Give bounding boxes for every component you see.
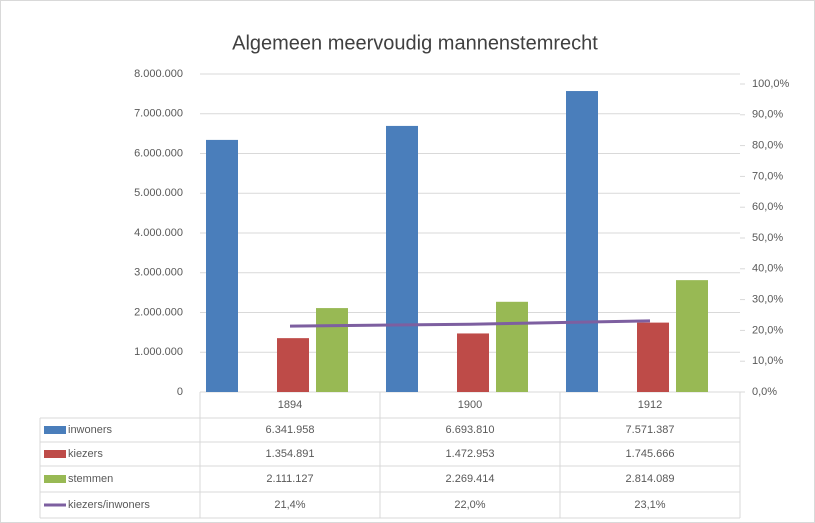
x-tick-label: 1912: [638, 399, 662, 411]
legend-label: inwoners: [68, 424, 113, 436]
legend-key: [44, 450, 66, 458]
y-tick-label: 4.000.000: [134, 227, 183, 239]
table-value: 23,1%: [634, 499, 665, 511]
bar: [496, 301, 528, 392]
y-tick-label: 6.000.000: [134, 147, 183, 159]
y2-tick-label: 50,0%: [752, 232, 783, 244]
bar: [566, 91, 598, 393]
y2-tick-label: 100,0%: [752, 78, 790, 90]
legend-label: stemmen: [68, 473, 113, 485]
y2-tick-label: 30,0%: [752, 294, 783, 306]
x-tick-label: 1900: [458, 399, 482, 411]
table-value: 1.354.891: [266, 448, 315, 460]
x-tick-label: 1894: [278, 399, 302, 411]
y2-tick-label: 0,0%: [752, 386, 777, 398]
bar: [206, 139, 238, 392]
y2-tick-label: 90,0%: [752, 109, 783, 121]
table-value: 1.745.666: [626, 448, 675, 460]
y2-tick-label: 70,0%: [752, 170, 783, 182]
table-value: 6.693.810: [446, 424, 495, 436]
legend-key: [44, 475, 66, 483]
y2-tick-label: 20,0%: [752, 324, 783, 336]
table-value: 7.571.387: [626, 424, 675, 436]
bar: [316, 308, 348, 392]
bar: [676, 280, 708, 392]
table-value: 2.111.127: [266, 473, 313, 485]
bar: [457, 333, 489, 392]
y-tick-label: 2.000.000: [134, 306, 183, 318]
bar: [386, 125, 418, 392]
table-value: 2.269.414: [446, 473, 495, 485]
table-value: 1.472.953: [446, 448, 495, 460]
y-tick-label: 3.000.000: [134, 267, 183, 279]
y2-tick-label: 10,0%: [752, 355, 783, 367]
y-tick-label: 1.000.000: [134, 346, 183, 358]
chart-title: Algemeen meervoudig mannenstemrecht: [232, 32, 598, 54]
legend-label: kiezers/inwoners: [68, 499, 150, 511]
line: [289, 319, 651, 328]
bar: [277, 338, 309, 392]
y-tick-label: 0: [177, 386, 183, 398]
table-value: 21,4%: [274, 499, 305, 511]
table-value: 22,0%: [454, 499, 485, 511]
y2-tick-label: 80,0%: [752, 140, 783, 152]
y-tick-label: 7.000.000: [134, 108, 183, 120]
legend-label: kiezers: [68, 448, 103, 460]
bar: [637, 322, 669, 392]
y-tick-label: 8.000.000: [134, 68, 183, 80]
legend-key: [44, 426, 66, 434]
y2-tick-label: 40,0%: [752, 263, 783, 275]
table-value: 6.341.958: [266, 424, 315, 436]
y-tick-label: 5.000.000: [134, 187, 183, 199]
y2-tick-label: 60,0%: [752, 201, 783, 213]
table-value: 2.814.089: [626, 473, 675, 485]
